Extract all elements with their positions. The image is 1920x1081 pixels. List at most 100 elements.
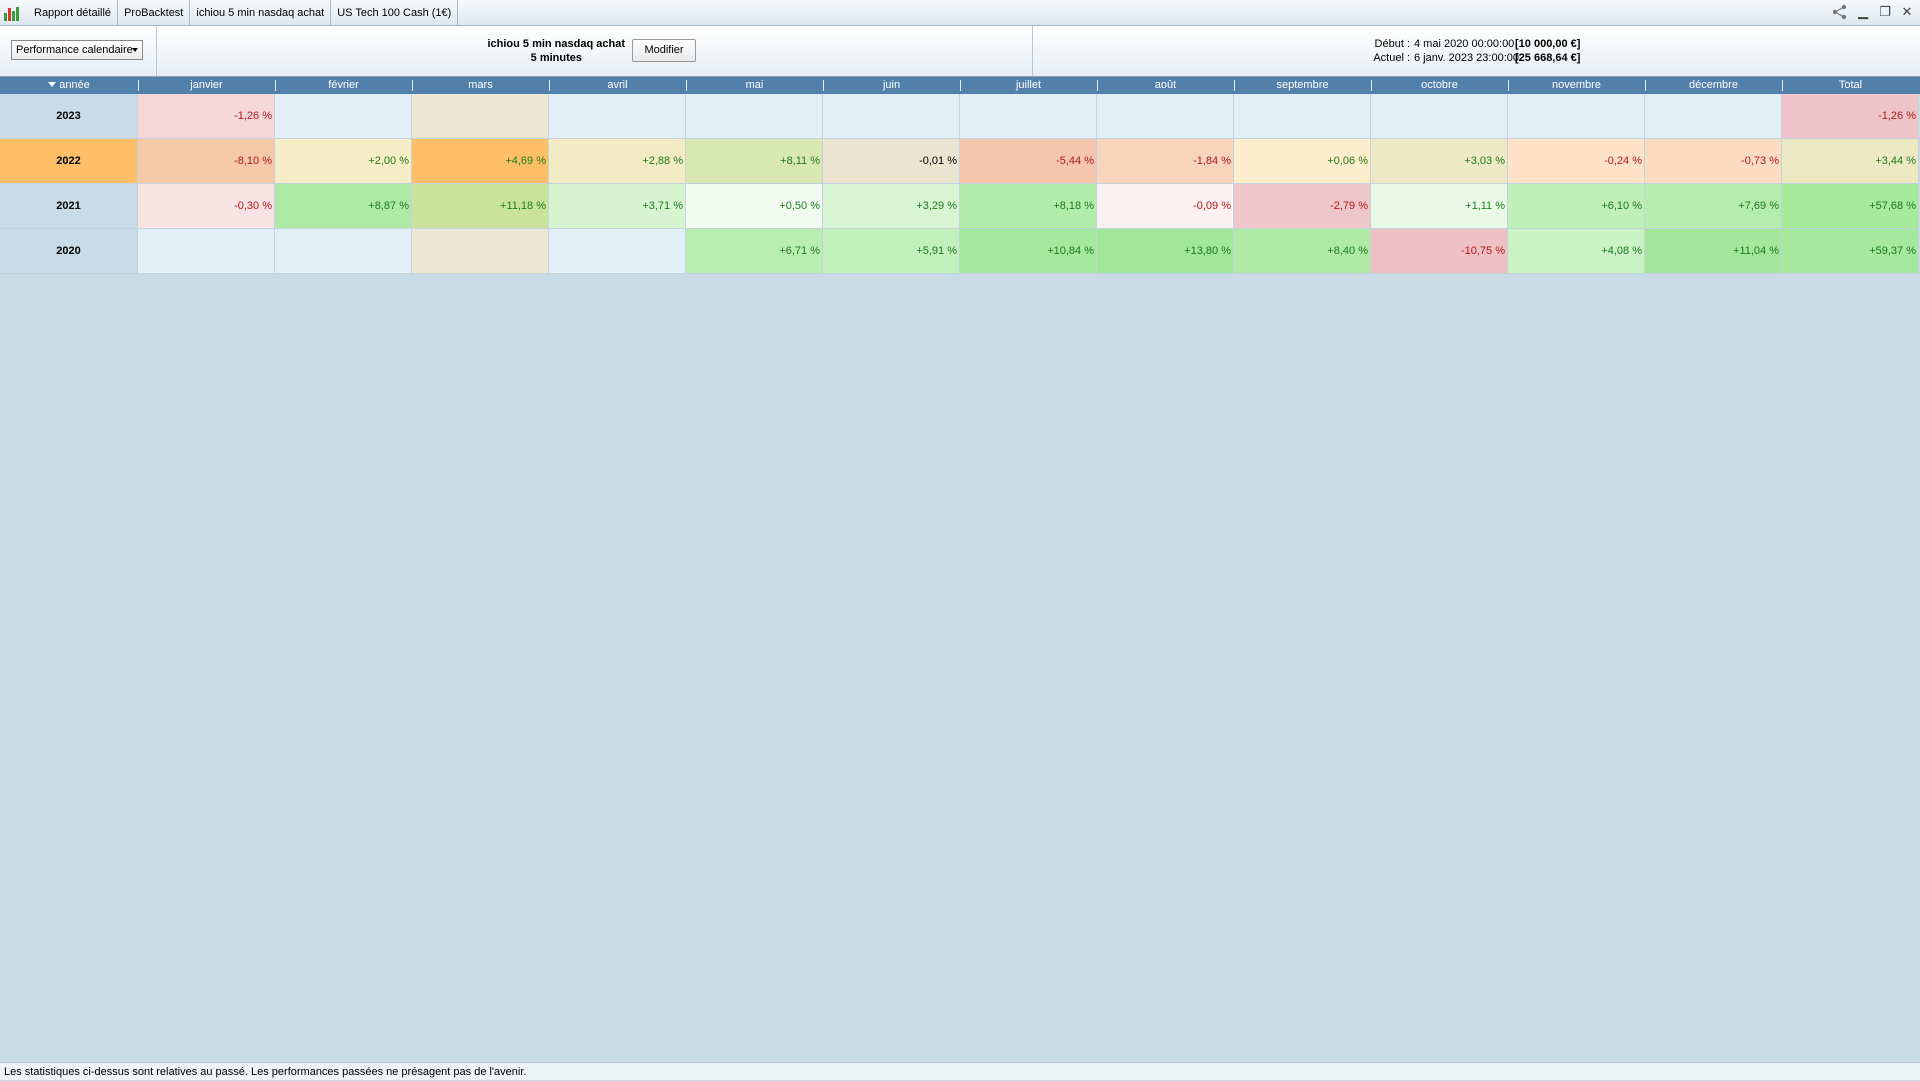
month-cell: +11,04 % [1645, 229, 1782, 274]
title-bar: Rapport détaillé ProBacktest ichiou 5 mi… [0, 0, 1920, 26]
restore-icon[interactable]: ❐ [1878, 4, 1892, 20]
month-cell [1371, 94, 1508, 139]
table-row[interactable]: 2023-1,26 %-1,26 % [0, 94, 1920, 139]
start-capital: [10 000,00 €] [1515, 37, 1580, 51]
month-cell: +11,18 % [412, 184, 549, 229]
tab-detailed-report[interactable]: Rapport détaillé [28, 0, 118, 26]
column-header-month[interactable]: juillet [960, 77, 1097, 94]
month-cell: -1,26 % [138, 94, 275, 139]
total-cell: +59,37 % [1782, 229, 1919, 274]
modify-button[interactable]: Modifier [632, 39, 696, 62]
month-cell: -0,24 % [1508, 139, 1645, 184]
column-header-month[interactable]: avril [549, 77, 686, 94]
dates-panel: Début : 4 mai 2020 00:00:00 [10 000,00 €… [1033, 26, 1920, 76]
column-header-label: février [328, 79, 359, 91]
month-cell: -10,75 % [1371, 229, 1508, 274]
backtest-dates: Début : 4 mai 2020 00:00:00 [10 000,00 €… [1363, 37, 1580, 65]
view-selector-panel: Performance calendaire [0, 26, 157, 76]
column-header-year[interactable]: année [0, 77, 138, 94]
column-header-label: année [59, 79, 90, 91]
total-cell: -1,26 % [1782, 94, 1919, 139]
table-body: 2023-1,26 %-1,26 %2022-8,10 %+2,00 %+4,6… [0, 94, 1920, 274]
tab-instrument[interactable]: US Tech 100 Cash (1€) [331, 0, 458, 26]
month-cell: +8,11 % [686, 139, 823, 184]
column-header-label: juillet [1016, 79, 1041, 91]
month-cell [549, 94, 686, 139]
month-cell [686, 94, 823, 139]
current-row: Actuel : 6 janv. 2023 23:00:00 [25 668,6… [1363, 51, 1580, 65]
month-cell: -8,10 % [138, 139, 275, 184]
table-row[interactable]: 2022-8,10 %+2,00 %+4,69 %+2,88 %+8,11 %-… [0, 139, 1920, 184]
view-select[interactable]: Performance calendaire [11, 40, 143, 60]
column-header-month[interactable]: juin [823, 77, 960, 94]
month-cell: -0,30 % [138, 184, 275, 229]
month-cell [275, 229, 412, 274]
share-icon[interactable] [1832, 4, 1848, 20]
month-cell: +6,71 % [686, 229, 823, 274]
minimize-icon[interactable]: ▁ [1856, 4, 1870, 20]
month-cell [275, 94, 412, 139]
month-cell: +2,88 % [549, 139, 686, 184]
month-cell: -0,01 % [823, 139, 960, 184]
disclaimer-footer: Les statistiques ci-dessus sont relative… [0, 1062, 1920, 1080]
month-cell: -0,09 % [1097, 184, 1234, 229]
column-header-label: décembre [1689, 79, 1738, 91]
column-header-label: avril [607, 79, 627, 91]
month-cell [412, 94, 549, 139]
sort-desc-icon [48, 82, 56, 87]
column-header-label: mars [468, 79, 492, 91]
year-cell: 2020 [0, 229, 138, 274]
strategy-name: ichiou 5 min nasdaq achat [156, 37, 626, 51]
column-header-month[interactable]: novembre [1508, 77, 1645, 94]
chevron-down-icon [132, 48, 138, 52]
column-header-label: novembre [1552, 79, 1601, 91]
month-cell: +7,69 % [1645, 184, 1782, 229]
month-cell: -5,44 % [960, 139, 1097, 184]
strategy-info: ichiou 5 min nasdaq achat 5 minutes [156, 37, 626, 65]
month-cell: +1,11 % [1371, 184, 1508, 229]
column-header-month[interactable]: septembre [1234, 77, 1371, 94]
column-header-month[interactable]: mars [412, 77, 549, 94]
month-cell [549, 229, 686, 274]
column-header-month[interactable]: janvier [138, 77, 275, 94]
month-cell: +4,69 % [412, 139, 549, 184]
column-header-month[interactable]: octobre [1371, 77, 1508, 94]
month-cell [960, 94, 1097, 139]
table-row[interactable]: 2021-0,30 %+8,87 %+11,18 %+3,71 %+0,50 %… [0, 184, 1920, 229]
month-cell [412, 229, 549, 274]
start-date: 4 mai 2020 00:00:00 [1414, 37, 1510, 51]
column-header-total[interactable]: Total [1782, 77, 1919, 94]
month-cell: +4,08 % [1508, 229, 1645, 274]
month-cell: +0,50 % [686, 184, 823, 229]
start-row: Début : 4 mai 2020 00:00:00 [10 000,00 €… [1363, 37, 1580, 51]
column-header-label: septembre [1277, 79, 1329, 91]
tab-strategy[interactable]: ichiou 5 min nasdaq achat [190, 0, 331, 26]
month-cell: +8,40 % [1234, 229, 1371, 274]
month-cell: -0,73 % [1645, 139, 1782, 184]
start-label: Début : [1363, 37, 1410, 51]
close-icon[interactable]: ✕ [1900, 4, 1914, 20]
month-cell [138, 229, 275, 274]
strategy-panel: ichiou 5 min nasdaq achat 5 minutes Modi… [156, 26, 1033, 76]
month-cell: +6,10 % [1508, 184, 1645, 229]
column-header-month[interactable]: août [1097, 77, 1234, 94]
month-cell: -1,84 % [1097, 139, 1234, 184]
view-select-value: Performance calendaire [16, 44, 133, 56]
column-header-month[interactable]: mai [686, 77, 823, 94]
tab-probacktest[interactable]: ProBacktest [118, 0, 190, 26]
current-label: Actuel : [1363, 51, 1410, 65]
month-cell [1234, 94, 1371, 139]
month-cell [1645, 94, 1782, 139]
column-header-month[interactable]: février [275, 77, 412, 94]
month-cell: +13,80 % [1097, 229, 1234, 274]
total-cell: +57,68 % [1782, 184, 1919, 229]
month-cell: +0,06 % [1234, 139, 1371, 184]
month-cell: +3,71 % [549, 184, 686, 229]
month-cell: +3,29 % [823, 184, 960, 229]
year-cell: 2021 [0, 184, 138, 229]
table-row[interactable]: 2020+6,71 %+5,91 %+10,84 %+13,80 %+8,40 … [0, 229, 1920, 274]
year-cell: 2022 [0, 139, 138, 184]
column-header-month[interactable]: décembre [1645, 77, 1782, 94]
